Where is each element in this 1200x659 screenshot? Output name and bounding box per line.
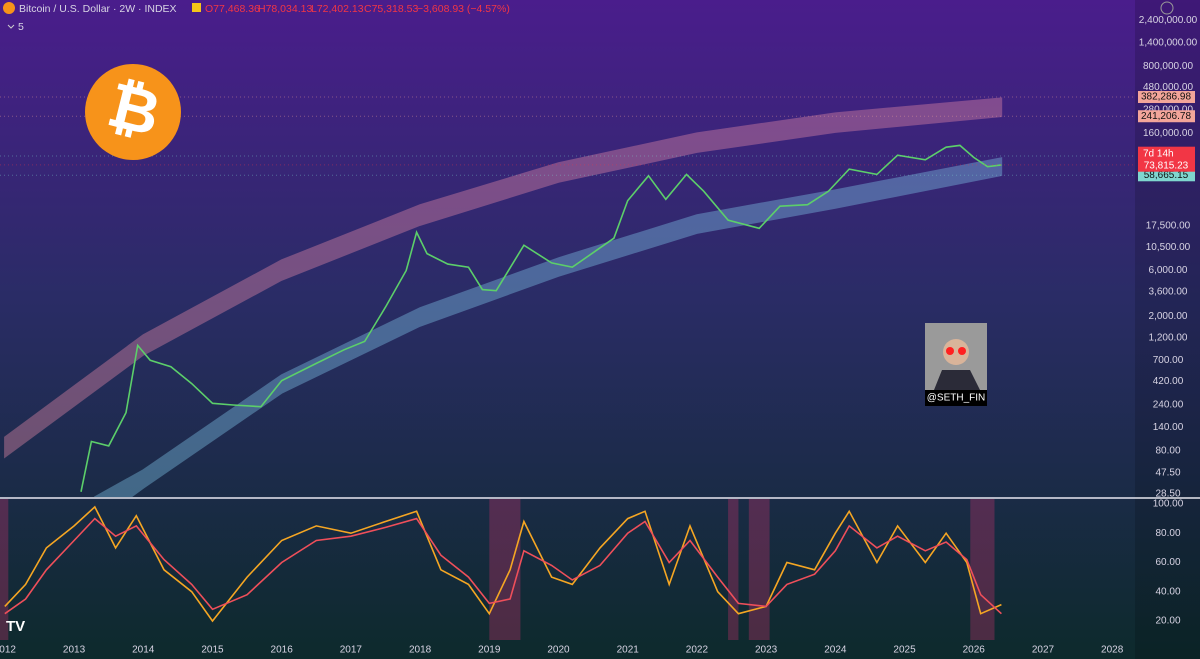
price-tag	[1138, 91, 1195, 104]
x-tick-label: 2020	[547, 645, 570, 656]
symbol-title: Bitcoin / U.S. Dollar · 2W · INDEX	[19, 3, 177, 15]
indicator-count[interactable]: 5	[18, 21, 24, 33]
y-tick-label: 280,000.00	[1143, 105, 1193, 116]
y-tick-label: 100.00	[1153, 499, 1184, 510]
countdown-tag	[1138, 146, 1195, 172]
axes: 2,400,000.00 1,400,000.00 800,000.00 480,00…	[0, 15, 1198, 656]
y-tick-label: 60.00	[1155, 557, 1180, 568]
y-tick-label: 28.50	[1155, 489, 1180, 500]
y-tick-label: 2,000.00	[1149, 311, 1188, 322]
price-axis-bg	[1135, 0, 1200, 659]
y-tick-label: 240.00	[1153, 400, 1184, 411]
band-area	[4, 97, 1003, 459]
series-line	[80, 144, 1002, 492]
countdown-price: 73,815.23	[1144, 160, 1189, 171]
x-tick-label: 2012	[0, 645, 16, 656]
price-tag-label: 382,286.98	[1141, 92, 1191, 103]
close-value: C75,318.53	[364, 3, 418, 15]
main-pane	[0, 96, 1135, 497]
tv-logo: TV	[6, 618, 25, 635]
oscillator-pane	[0, 499, 1002, 640]
collapse-icon[interactable]	[7, 24, 15, 29]
x-tick-label: 2014	[132, 645, 155, 656]
avatar-eye	[958, 347, 966, 355]
y-tick-label: 6,000.00	[1149, 265, 1188, 276]
x-tick-label: 2024	[824, 645, 847, 656]
highlight-zone	[0, 499, 9, 640]
open-value: O77,468.36	[205, 3, 260, 15]
y-tick-label: 140.00	[1153, 422, 1184, 433]
x-tick-label: 2025	[893, 645, 916, 656]
settings-icon[interactable]	[1160, 1, 1174, 15]
band-area	[94, 157, 1003, 497]
y-tick-label: 80.00	[1155, 445, 1180, 456]
y-tick-label: 2,400,000.00	[1139, 15, 1198, 26]
countdown: 7d 14h	[1143, 148, 1174, 159]
x-tick-label: 2016	[271, 645, 294, 656]
watermark: @SETH_FIN	[927, 393, 986, 404]
x-tick-label: 2013	[63, 645, 86, 656]
y-tick-label: 3,600.00	[1149, 287, 1188, 298]
price-tag-label: 58,665.15	[1144, 170, 1189, 181]
highlight-zone	[748, 499, 770, 640]
y-tick-label: 160,000.00	[1143, 128, 1193, 139]
y-tick-label: 47.50	[1155, 467, 1180, 478]
y-tick-label: 17,500.00	[1146, 220, 1191, 231]
x-tick-label: 2021	[617, 645, 640, 656]
y-tick-label: 480,000.00	[1143, 82, 1193, 93]
bitcoin-logo	[85, 64, 181, 160]
y-tick-label: 80.00	[1155, 528, 1180, 539]
y-tick-label: 20.00	[1155, 616, 1180, 627]
y-tick-label: 10,500.00	[1146, 242, 1191, 253]
avatar-suit	[934, 370, 980, 390]
price-tag	[1138, 169, 1195, 182]
highlight-zone	[728, 499, 739, 640]
low-value: L72,402.13	[311, 3, 364, 15]
y-tick-label: 420.00	[1153, 376, 1184, 387]
x-tick-label: 2018	[409, 645, 432, 656]
price-tag	[1138, 110, 1195, 123]
y-tick-label: 1,400,000.00	[1139, 37, 1198, 48]
high-value: H78,034.13	[258, 3, 312, 15]
x-tick-label: 2022	[686, 645, 709, 656]
series-line	[4, 517, 1002, 615]
series-line	[4, 505, 1002, 623]
y-tick-label: 40.00	[1155, 586, 1180, 597]
y-tick-label: 700.00	[1153, 355, 1184, 366]
highlight-zone	[970, 499, 995, 640]
avatar-face	[943, 339, 969, 365]
x-tick-label: 2015	[201, 645, 224, 656]
avatar-eye	[946, 347, 954, 355]
watermark-box	[925, 390, 987, 406]
price-tag-label: 241,206.78	[1141, 111, 1191, 122]
x-tick-label: 2017	[340, 645, 363, 656]
highlight-zone	[489, 499, 521, 640]
x-tick-label: 2028	[1101, 645, 1124, 656]
x-tick-label: 2019	[478, 645, 501, 656]
y-tick-label: 1,200.00	[1149, 332, 1188, 343]
x-tick-label: 2027	[1032, 645, 1055, 656]
y-tick-label: 800,000.00	[1143, 61, 1193, 72]
change-value: −3,608.93 (−4.57%)	[417, 3, 510, 15]
flag-icon	[192, 3, 201, 12]
x-tick-label: 2026	[963, 645, 986, 656]
x-tick-label: 2023	[755, 645, 778, 656]
symbol-icon	[3, 2, 15, 14]
